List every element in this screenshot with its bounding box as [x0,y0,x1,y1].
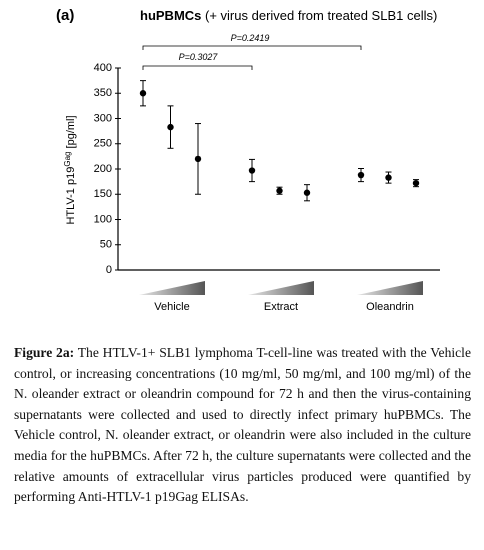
point [412,179,420,187]
caption-text: The HTLV-1+ SLB1 lymphoma T-cell-line wa… [14,345,471,505]
bracket [142,45,362,50]
x-group-label: Extract [264,301,298,313]
point [276,187,283,194]
y-tick-label: 150 [94,188,112,200]
caption-label: Figure 2a: [14,345,75,360]
y-label-unit: [pg/ml] [65,115,77,148]
y-axis-label: HTLV-1 p19Gag [pg/ml] [63,115,77,224]
y-tick-label: 200 [94,163,112,175]
point [303,189,311,196]
title-rest: (+ virus derived from treated SLB1 cells… [205,8,437,23]
point [357,171,365,179]
point [194,155,202,163]
y-tick-label: 400 [94,62,112,74]
y-tick-label: 0 [106,264,112,276]
point [248,167,256,174]
y-label-main: HTLV-1 p19 [65,167,77,225]
concentration-wedge [139,281,205,295]
chart: (a) huPBMCs (+ virus derived from treate… [56,7,440,313]
title-bold: huPBMCs [140,8,201,23]
y-label-sup: Gag [63,152,72,167]
annotation: P=0.2419 [231,33,270,43]
caption: Figure 2a: The HTLV-1+ SLB1 lymphoma T-c… [14,343,471,508]
annotation: P=0.3027 [179,52,219,62]
x-group-label: Oleandrin [366,301,414,313]
y-tick-label: 300 [94,112,112,124]
concentration-wedge [248,281,314,295]
bracket [142,65,253,70]
y-tick-label: 100 [94,213,112,225]
y-tick-label: 350 [94,87,112,99]
point [139,90,147,97]
point [167,123,174,131]
y-tick-label: 250 [94,138,112,150]
x-group-label: Vehicle [154,301,189,313]
chart-title: huPBMCs (+ virus derived from treated SL… [140,8,437,23]
concentration-wedge [357,281,423,295]
y-tick-label: 50 [100,239,112,251]
panel-label: (a) [56,7,74,24]
point [385,174,392,181]
